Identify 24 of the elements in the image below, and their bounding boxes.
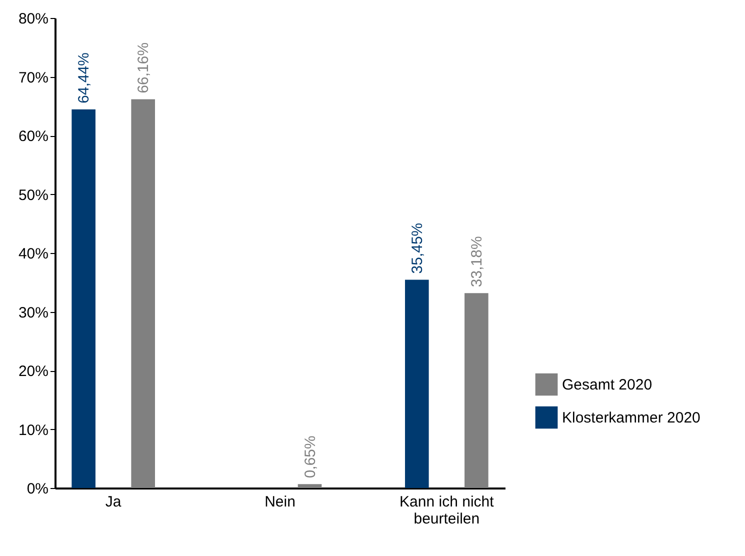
y-tick-label: 40% [18,246,48,262]
y-tick-label: 70% [18,69,48,86]
data-label: 66,16% [135,42,152,94]
bar [405,280,429,488]
y-tick-label: 60% [18,128,48,145]
legend-label: Gesamt 2020 [562,376,652,394]
bar [298,484,322,488]
data-label: 0,65% [302,436,319,478]
bar [72,109,96,488]
data-label: 64,44% [76,52,93,104]
y-tick-label: 50% [18,186,48,204]
data-label: 33,18% [468,236,486,288]
bar [464,293,488,488]
legend-label: Klosterkammer 2020 [562,410,700,426]
y-tick-label: 20% [18,363,48,380]
x-tick-label: Kann ich nicht beurteilen [400,494,495,528]
y-tick-label: 10% [18,422,48,439]
y-tick-label: 80% [18,10,48,28]
x-tick-label: Nein [264,494,296,510]
bar [131,99,155,488]
x-tick-label: Ja [105,494,122,510]
data-label: 35,45% [408,222,426,274]
y-tick-label: 0% [26,480,48,498]
y-tick-label: 30% [18,304,48,322]
